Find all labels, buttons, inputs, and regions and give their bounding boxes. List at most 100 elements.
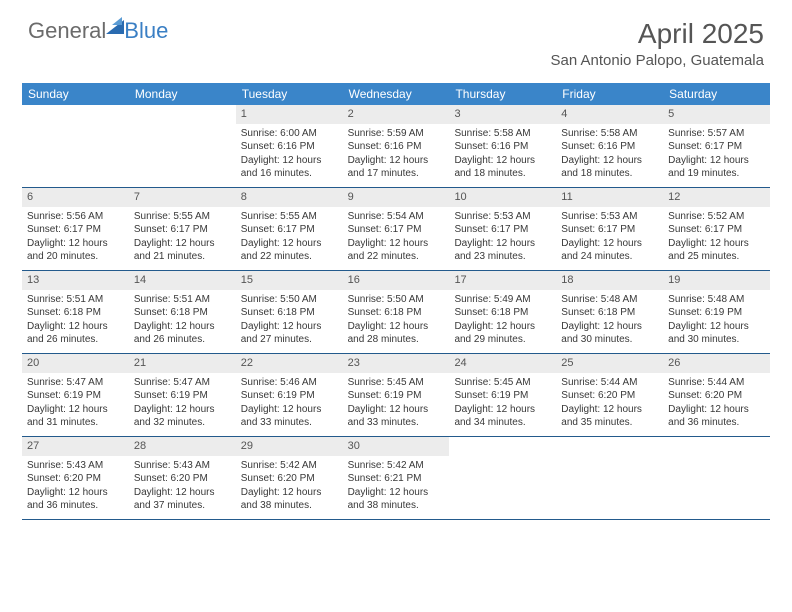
day-number: 10 — [449, 188, 556, 207]
sunset-line: Sunset: 6:17 PM — [134, 223, 231, 237]
sunset-line: Sunset: 6:16 PM — [348, 140, 445, 154]
day-body: Sunrise: 5:55 AMSunset: 6:17 PMDaylight:… — [129, 207, 236, 268]
sunrise-line: Sunrise: 5:55 AM — [134, 210, 231, 224]
sunset-line: Sunset: 6:17 PM — [668, 223, 765, 237]
sunrise-line: Sunrise: 5:51 AM — [134, 293, 231, 307]
day-number: 21 — [129, 354, 236, 373]
day-cell: 28Sunrise: 5:43 AMSunset: 6:20 PMDayligh… — [129, 437, 236, 519]
day-cell: 30Sunrise: 5:42 AMSunset: 6:21 PMDayligh… — [343, 437, 450, 519]
week-row: 20Sunrise: 5:47 AMSunset: 6:19 PMDayligh… — [22, 354, 770, 437]
day-body: Sunrise: 5:43 AMSunset: 6:20 PMDaylight:… — [129, 456, 236, 517]
sunrise-line: Sunrise: 5:56 AM — [27, 210, 124, 224]
day-body: Sunrise: 5:42 AMSunset: 6:20 PMDaylight:… — [236, 456, 343, 517]
day-number: 29 — [236, 437, 343, 456]
sunset-line: Sunset: 6:18 PM — [241, 306, 338, 320]
day-number: 22 — [236, 354, 343, 373]
day-number: 6 — [22, 188, 129, 207]
sunset-line: Sunset: 6:20 PM — [561, 389, 658, 403]
sunrise-line: Sunrise: 6:00 AM — [241, 127, 338, 141]
day-header-row: SundayMondayTuesdayWednesdayThursdayFrid… — [22, 83, 770, 105]
day-body: Sunrise: 5:51 AMSunset: 6:18 PMDaylight:… — [129, 290, 236, 351]
sunset-line: Sunset: 6:19 PM — [134, 389, 231, 403]
daylight-line: Daylight: 12 hours and 22 minutes. — [348, 237, 445, 264]
sunset-line: Sunset: 6:18 PM — [561, 306, 658, 320]
day-body: Sunrise: 5:48 AMSunset: 6:19 PMDaylight:… — [663, 290, 770, 351]
day-body: Sunrise: 5:55 AMSunset: 6:17 PMDaylight:… — [236, 207, 343, 268]
sunset-line: Sunset: 6:18 PM — [134, 306, 231, 320]
sunrise-line: Sunrise: 5:50 AM — [348, 293, 445, 307]
sunset-line: Sunset: 6:18 PM — [348, 306, 445, 320]
daylight-line: Daylight: 12 hours and 33 minutes. — [348, 403, 445, 430]
daylight-line: Daylight: 12 hours and 19 minutes. — [668, 154, 765, 181]
day-body: Sunrise: 5:45 AMSunset: 6:19 PMDaylight:… — [343, 373, 450, 434]
day-cell: 24Sunrise: 5:45 AMSunset: 6:19 PMDayligh… — [449, 354, 556, 436]
week-row: 27Sunrise: 5:43 AMSunset: 6:20 PMDayligh… — [22, 437, 770, 520]
daylight-line: Daylight: 12 hours and 38 minutes. — [241, 486, 338, 513]
day-cell: 19Sunrise: 5:48 AMSunset: 6:19 PMDayligh… — [663, 271, 770, 353]
logo-text-general: General — [28, 18, 106, 44]
sunrise-line: Sunrise: 5:43 AM — [27, 459, 124, 473]
day-cell: 1Sunrise: 6:00 AMSunset: 6:16 PMDaylight… — [236, 105, 343, 187]
daylight-line: Daylight: 12 hours and 16 minutes. — [241, 154, 338, 181]
day-number: 3 — [449, 105, 556, 124]
sunset-line: Sunset: 6:19 PM — [348, 389, 445, 403]
day-body: Sunrise: 6:00 AMSunset: 6:16 PMDaylight:… — [236, 124, 343, 185]
day-cell: 2 Sunrise: 5:59 AMSunset: 6:16 PMDaylight… — [343, 105, 450, 187]
sunset-line: Sunset: 6:17 PM — [27, 223, 124, 237]
week-row: 13Sunrise: 5:51 AMSunset: 6:18 PMDayligh… — [22, 271, 770, 354]
daylight-line: Daylight: 12 hours and 18 minutes. — [454, 154, 551, 181]
sunset-line: Sunset: 6:21 PM — [348, 472, 445, 486]
day-cell: 6Sunrise: 5:56 AMSunset: 6:17 PMDaylight… — [22, 188, 129, 270]
sunrise-line: Sunrise: 5:59 AM — [348, 127, 445, 141]
day-header: Tuesday — [236, 83, 343, 105]
daylight-line: Daylight: 12 hours and 28 minutes. — [348, 320, 445, 347]
sunrise-line: Sunrise: 5:45 AM — [454, 376, 551, 390]
logo-triangle-small-icon — [112, 17, 122, 25]
day-header: Sunday — [22, 83, 129, 105]
weeks-container: 1Sunrise: 6:00 AMSunset: 6:16 PMDaylight… — [22, 105, 770, 520]
day-body: Sunrise: 5:54 AMSunset: 6:17 PMDaylight:… — [343, 207, 450, 268]
day-cell: 17Sunrise: 5:49 AMSunset: 6:18 PMDayligh… — [449, 271, 556, 353]
sunrise-line: Sunrise: 5:58 AM — [454, 127, 551, 141]
daylight-line: Daylight: 12 hours and 27 minutes. — [241, 320, 338, 347]
sunset-line: Sunset: 6:18 PM — [27, 306, 124, 320]
day-number: 19 — [663, 271, 770, 290]
daylight-line: Daylight: 12 hours and 30 minutes. — [561, 320, 658, 347]
day-cell: 16Sunrise: 5:50 AMSunset: 6:18 PMDayligh… — [343, 271, 450, 353]
daylight-line: Daylight: 12 hours and 24 minutes. — [561, 237, 658, 264]
daylight-line: Daylight: 12 hours and 37 minutes. — [134, 486, 231, 513]
daylight-line: Daylight: 12 hours and 33 minutes. — [241, 403, 338, 430]
day-number: 9 — [343, 188, 450, 207]
day-number: 2 — [343, 105, 450, 124]
day-cell — [129, 105, 236, 187]
day-number: 30 — [343, 437, 450, 456]
sunset-line: Sunset: 6:18 PM — [454, 306, 551, 320]
day-number: 5 — [663, 105, 770, 124]
day-cell: 13Sunrise: 5:51 AMSunset: 6:18 PMDayligh… — [22, 271, 129, 353]
day-number: 12 — [663, 188, 770, 207]
day-number: 8 — [236, 188, 343, 207]
day-cell: 18Sunrise: 5:48 AMSunset: 6:18 PMDayligh… — [556, 271, 663, 353]
sunset-line: Sunset: 6:16 PM — [241, 140, 338, 154]
day-cell: 5Sunrise: 5:57 AMSunset: 6:17 PMDaylight… — [663, 105, 770, 187]
day-body: Sunrise: 5:47 AMSunset: 6:19 PMDaylight:… — [22, 373, 129, 434]
daylight-line: Daylight: 12 hours and 23 minutes. — [454, 237, 551, 264]
day-number: 11 — [556, 188, 663, 207]
daylight-line: Daylight: 12 hours and 17 minutes. — [348, 154, 445, 181]
daylight-line: Daylight: 12 hours and 26 minutes. — [134, 320, 231, 347]
sunset-line: Sunset: 6:17 PM — [561, 223, 658, 237]
sunset-line: Sunset: 6:17 PM — [668, 140, 765, 154]
daylight-line: Daylight: 12 hours and 31 minutes. — [27, 403, 124, 430]
day-cell: 3Sunrise: 5:58 AMSunset: 6:16 PMDaylight… — [449, 105, 556, 187]
sunset-line: Sunset: 6:19 PM — [27, 389, 124, 403]
daylight-line: Daylight: 12 hours and 38 minutes. — [348, 486, 445, 513]
calendar: SundayMondayTuesdayWednesdayThursdayFrid… — [22, 83, 770, 520]
day-cell: 7Sunrise: 5:55 AMSunset: 6:17 PMDaylight… — [129, 188, 236, 270]
day-body: Sunrise: 5:58 AMSunset: 6:16 PMDaylight:… — [449, 124, 556, 185]
day-body: Sunrise: 5:50 AMSunset: 6:18 PMDaylight:… — [236, 290, 343, 351]
sunrise-line: Sunrise: 5:53 AM — [561, 210, 658, 224]
sunrise-line: Sunrise: 5:48 AM — [668, 293, 765, 307]
day-number: 24 — [449, 354, 556, 373]
sunrise-line: Sunrise: 5:44 AM — [561, 376, 658, 390]
sunset-line: Sunset: 6:20 PM — [668, 389, 765, 403]
